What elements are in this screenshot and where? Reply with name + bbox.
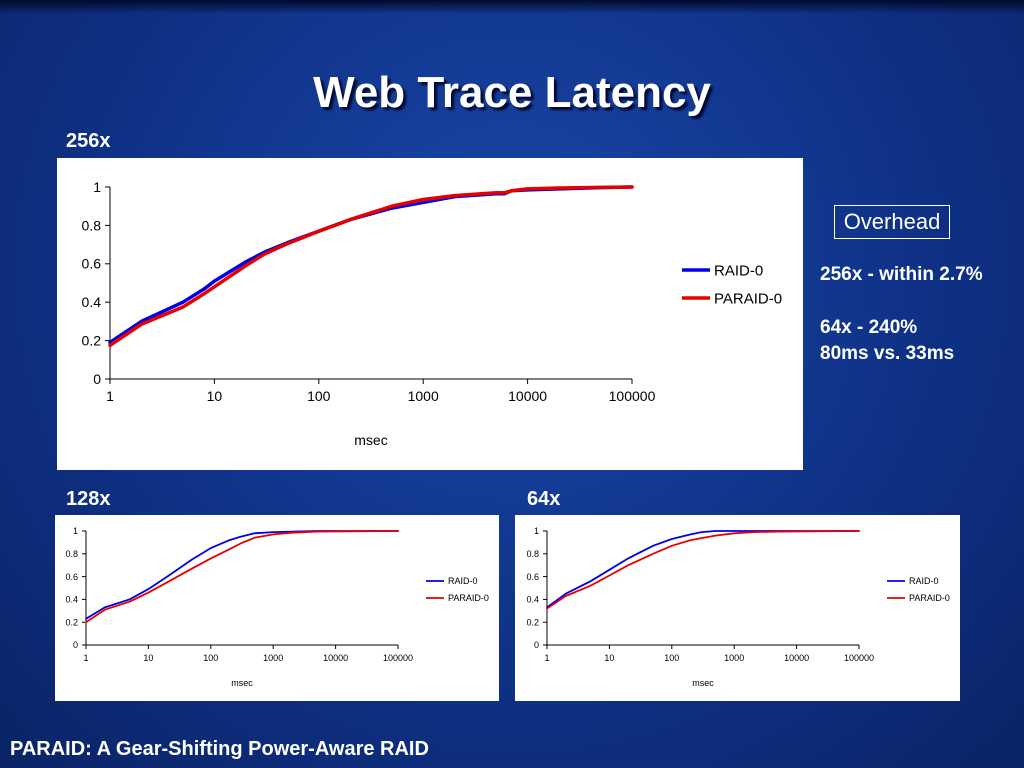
x-tick-label: 10 <box>143 653 153 663</box>
x-tick-label: 10000 <box>784 653 809 663</box>
legend-label-paraid-0: PARAID-0 <box>714 290 782 307</box>
y-tick-label: 0.6 <box>526 572 539 582</box>
chart-label-128x: 128x <box>66 488 111 510</box>
x-tick-label: 10 <box>604 653 614 663</box>
y-tick-label: 0.4 <box>65 595 78 605</box>
legend-label-paraid-0: PARAID-0 <box>448 593 489 603</box>
legend-label-raid-0: RAID-0 <box>714 262 763 279</box>
chart-128x: 0 0.2 0.4 0.6 0.8 1 1 10 100 1000 10000 100000 msec R… <box>55 515 499 701</box>
x-tick-label: 100000 <box>844 653 874 663</box>
slide-title: Web Trace Latency <box>313 68 711 117</box>
x-tick-label: 1000 <box>724 653 744 663</box>
top-band <box>0 0 1024 14</box>
overhead-line-64x: 64x - 240% <box>820 317 918 338</box>
x-tick-label: 1 <box>83 653 88 663</box>
x-tick-label: 100 <box>307 388 331 404</box>
x-axis-label: msec <box>692 678 714 688</box>
y-tick-label: 0.8 <box>82 217 102 233</box>
chart-64x: 0 0.2 0.4 0.6 0.8 1 1 10 100 1000 10000 100000 msec R… <box>515 515 960 701</box>
x-tick-label: 100 <box>203 653 218 663</box>
series-line-paraid-0 <box>85 530 399 624</box>
chart-label-256x: 256x <box>66 130 111 152</box>
chart-128x-svg: 0 0.2 0.4 0.6 0.8 1 1 10 100 1000 10000 100000 msec R… <box>65 526 489 688</box>
y-tick-label: 1 <box>93 179 101 195</box>
series-line-raid-0 <box>85 530 399 620</box>
y-tick-label: 1 <box>73 526 78 536</box>
chart-256x-svg: 0 0.2 0.4 0.6 0.8 1 1 10 100 1000 10000 100000 msec R… <box>82 179 783 448</box>
y-tick-label: 1 <box>534 526 539 536</box>
y-tick-label: 0.2 <box>82 333 102 349</box>
y-tick-label: 0.6 <box>82 256 102 272</box>
overhead-heading: Overhead <box>834 205 950 239</box>
chart-64x-svg: 0 0.2 0.4 0.6 0.8 1 1 10 100 1000 10000 100000 msec R… <box>526 526 950 688</box>
x-axis-label: msec <box>354 432 387 448</box>
y-tick-label: 0.4 <box>82 294 102 310</box>
x-tick-label: 100 <box>664 653 679 663</box>
x-tick-label: 100000 <box>609 388 656 404</box>
y-tick-label: 0 <box>93 371 101 387</box>
y-tick-label: 0.4 <box>526 595 539 605</box>
y-tick-label: 0.6 <box>65 572 78 582</box>
overhead-line-256x: 256x - within 2.7% <box>820 264 983 285</box>
x-tick-label: 10 <box>207 388 223 404</box>
series-line-raid-0 <box>108 185 634 345</box>
y-tick-label: 0.2 <box>65 617 78 627</box>
x-tick-label: 1 <box>106 388 114 404</box>
x-tick-label: 1000 <box>408 388 439 404</box>
legend-label-paraid-0: PARAID-0 <box>909 593 950 603</box>
footer-text: PARAID: A Gear-Shifting Power-Aware RAID <box>10 738 429 760</box>
legend-label-raid-0: RAID-0 <box>909 576 939 586</box>
series-line-paraid-0 <box>108 185 634 348</box>
x-tick-label: 1 <box>544 653 549 663</box>
x-tick-label: 10000 <box>508 388 547 404</box>
y-tick-label: 0.2 <box>526 617 539 627</box>
overhead-line-ms: 80ms vs. 33ms <box>820 343 955 364</box>
y-tick-label: 0 <box>534 640 539 650</box>
y-tick-label: 0.8 <box>65 549 78 559</box>
y-tick-label: 0.8 <box>526 549 539 559</box>
legend-label-raid-0: RAID-0 <box>448 576 478 586</box>
chart-256x: 0 0.2 0.4 0.6 0.8 1 1 10 100 1000 10000 100000 msec R… <box>57 158 803 470</box>
series-line-paraid-0 <box>546 530 860 610</box>
y-tick-label: 0 <box>73 640 78 650</box>
x-tick-label: 1000 <box>263 653 283 663</box>
x-axis-label: msec <box>231 678 253 688</box>
x-tick-label: 10000 <box>323 653 348 663</box>
series-line-raid-0 <box>546 530 860 609</box>
x-tick-label: 100000 <box>383 653 413 663</box>
chart-label-64x: 64x <box>527 488 561 510</box>
